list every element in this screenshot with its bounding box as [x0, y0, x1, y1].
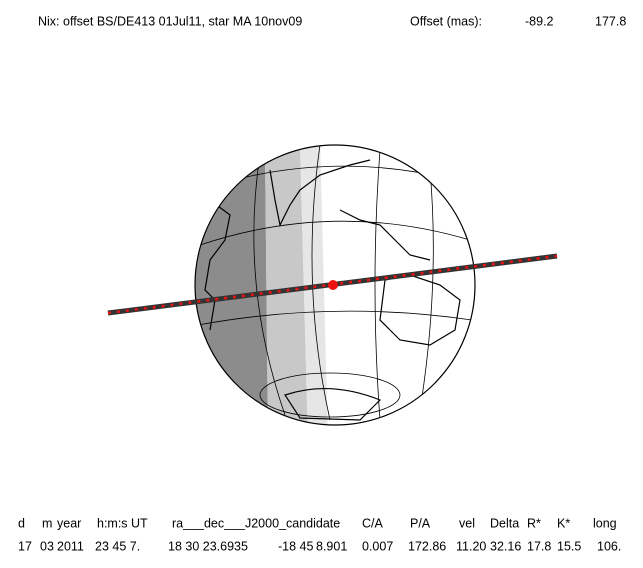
table-cell: 172.86	[408, 539, 446, 553]
offset-value: -89.2	[525, 14, 554, 28]
column-header: m	[42, 516, 52, 530]
column-header: ra___dec___J2000_candidate	[172, 516, 340, 530]
table-cell: 11.20	[456, 539, 486, 553]
column-header: vel	[459, 516, 475, 530]
column-header: C/A	[362, 516, 384, 530]
table-cell: 106.	[597, 539, 621, 553]
column-header: year	[57, 516, 81, 530]
column-header: R*	[527, 516, 541, 530]
table-cell: -18 45	[278, 539, 313, 553]
offset-label: Offset (mas):	[410, 14, 482, 28]
column-header: K*	[557, 516, 570, 530]
table-cell: 0.007	[362, 539, 393, 553]
column-header: Delta	[490, 516, 519, 530]
twilight-shade	[300, 145, 328, 425]
table-cell: 15.5	[557, 539, 581, 553]
closest-approach	[328, 280, 338, 290]
table-cell: 18 30 23.6935	[168, 539, 248, 553]
table-cell: 03	[40, 539, 54, 553]
column-header: P/A	[410, 516, 431, 530]
column-header: h:m:s UT	[97, 516, 148, 530]
table-cell: 32.16	[490, 539, 521, 553]
column-header: long	[593, 516, 617, 530]
table-cell: 17.8	[527, 539, 551, 553]
table-cell: 17	[18, 539, 32, 553]
globe-outline	[194, 144, 476, 426]
offset-value: 177.8	[595, 14, 626, 28]
table-cell: 8.901	[316, 539, 347, 553]
title: Nix: offset BS/DE413 01Jul11, star MA 10…	[38, 14, 302, 28]
column-header: d	[18, 516, 25, 530]
table-cell: 23 45 7.	[95, 539, 140, 553]
table-cell: 2011	[57, 539, 84, 553]
graticule	[197, 145, 473, 421]
coastlines	[204, 159, 461, 421]
